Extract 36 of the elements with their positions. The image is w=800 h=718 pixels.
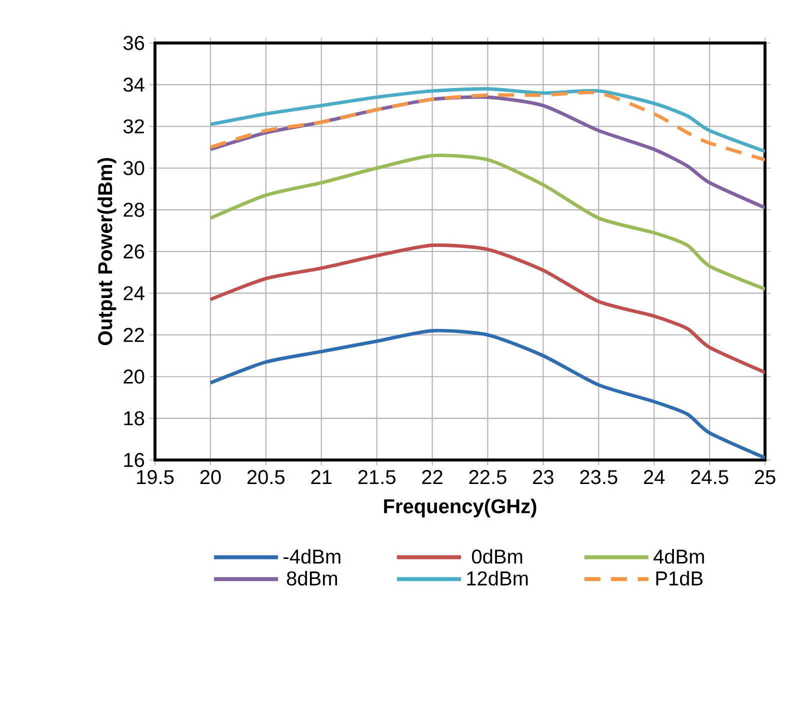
x-tick-label: 19.5	[137, 470, 174, 484]
y-tick-label: 16	[124, 452, 144, 468]
x-axis-title: Frequency(GHz)	[384, 498, 536, 518]
y-tick-label: 32	[123, 119, 144, 134]
legend-label: P1dB	[656, 570, 703, 586]
y-tick-label: 28	[124, 202, 144, 217]
x-tick-label: 22.5	[469, 470, 506, 484]
y-tick-label: 24	[124, 286, 144, 300]
line-series	[208, 243, 766, 374]
y-tick-label: 26	[124, 244, 144, 259]
y-tick-label: 36	[123, 36, 144, 50]
legend-label: 4dBm	[653, 549, 704, 564]
legend-label: 0dBm	[472, 549, 522, 564]
x-tick-label: 21	[311, 470, 332, 484]
x-tick-label: 22	[422, 470, 442, 484]
y-tick-label: 18	[124, 411, 144, 426]
y-tick-label: 34	[123, 78, 144, 92]
x-tick-label: 24	[644, 470, 665, 484]
line-series	[208, 154, 766, 291]
x-tick-label: 24.5	[691, 470, 728, 484]
line-series	[208, 90, 766, 162]
x-tick-label: 23	[533, 470, 554, 484]
legend-label: -4dBm	[284, 549, 340, 564]
x-tick-label: 20	[200, 470, 221, 484]
legend-label: 12dBm	[467, 570, 528, 586]
line-series	[208, 328, 766, 460]
y-tick-label: 30	[123, 161, 144, 176]
legend-label: 8dBm	[286, 570, 337, 586]
line-series	[208, 87, 766, 154]
x-tick-label: 23.5	[580, 470, 618, 484]
x-tick-label: 25	[754, 470, 776, 484]
y-tick-label: 22	[124, 328, 144, 342]
x-tick-label: 21.5	[358, 470, 396, 484]
y-axis-title: Output Power(dBm)	[98, 158, 116, 346]
x-tick-label: 20.5	[247, 470, 285, 484]
y-tick-label: 20	[124, 370, 144, 384]
